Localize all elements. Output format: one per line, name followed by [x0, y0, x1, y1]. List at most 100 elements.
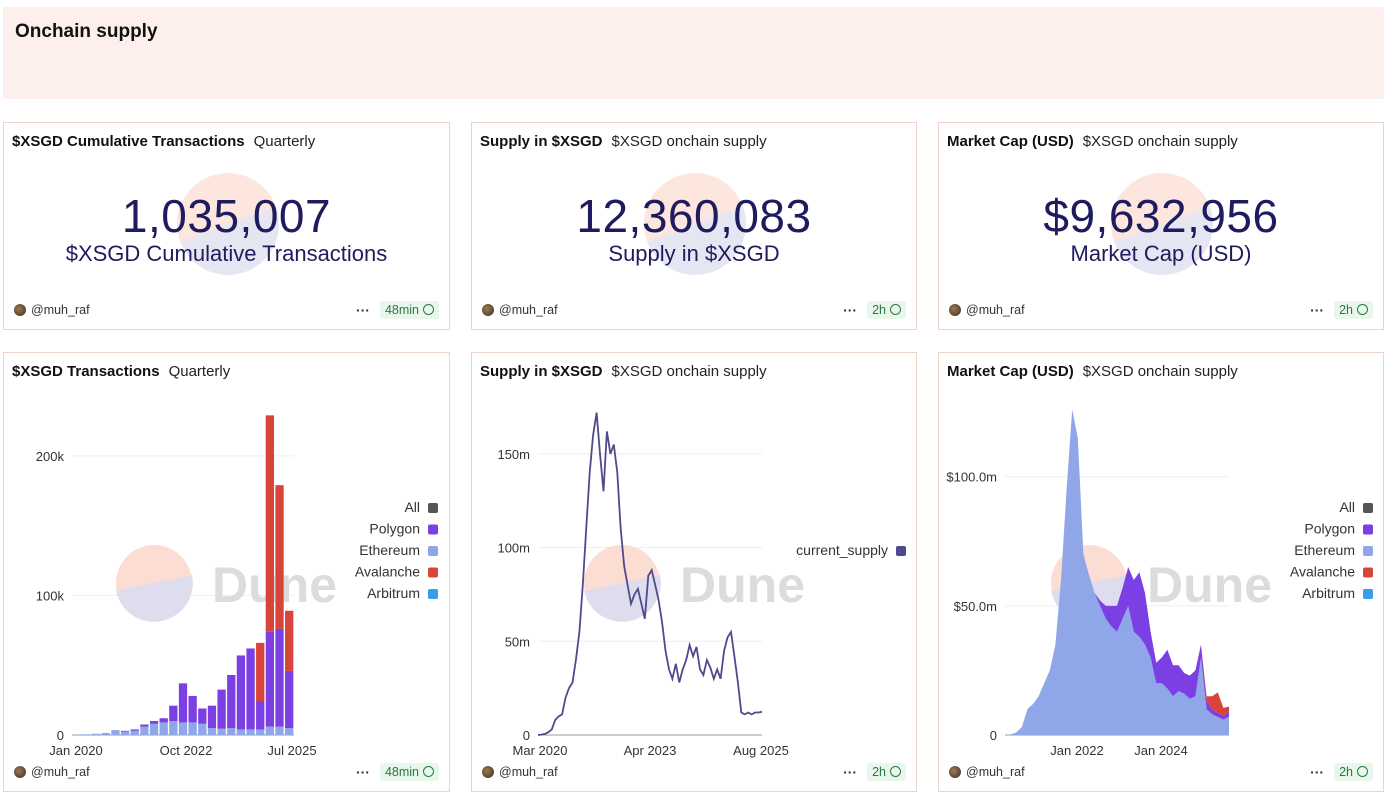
bar-polygon: [207, 705, 217, 729]
legend-swatch-arbitrum: [428, 589, 438, 599]
card-title[interactable]: Supply in $XSGD: [480, 133, 603, 150]
counter-card-market-cap[interactable]: Market Cap (USD) $XSGD onchain supply $9,…: [938, 122, 1384, 330]
card-subtitle: $XSGD onchain supply: [1082, 363, 1238, 380]
bar-ethereum: [149, 723, 159, 735]
check-circle-icon: [423, 766, 434, 777]
author-link[interactable]: @muh_raf: [14, 765, 90, 779]
chart-card-market-cap[interactable]: 0 $50.0m $100.0m Dune Jan 2022 Jan 2024 All Pol…: [938, 352, 1384, 792]
card-title[interactable]: Market Cap (USD): [947, 133, 1074, 150]
author-name: @muh_raf: [966, 765, 1025, 779]
card-header: $XSGD Cumulative Transactions Quarterly: [12, 133, 315, 150]
avatar: [14, 304, 26, 316]
supply-line-chart: 0 50m 100m 150m Dune Mar 2020 Apr 2023 Aug 2025…: [497, 412, 906, 758]
counter-value: 1,035,007: [121, 190, 332, 242]
card-subtitle: Quarterly: [253, 133, 316, 150]
author-name: @muh_raf: [499, 765, 558, 779]
legend-swatch-ethereum: [428, 546, 438, 556]
check-circle-icon: [890, 304, 901, 315]
freshness-badge[interactable]: 48min: [379, 763, 439, 781]
avatar: [482, 304, 494, 316]
bar-ethereum: [111, 730, 120, 735]
author-link[interactable]: @muh_raf: [949, 303, 1025, 317]
author-link[interactable]: @muh_raf: [14, 303, 90, 317]
legend-label-all: All: [404, 499, 420, 515]
avatar: [949, 304, 961, 316]
legend-label-ethereum: Ethereum: [1294, 542, 1355, 558]
freshness-text: 48min: [384, 303, 419, 317]
freshness-badge[interactable]: 2h: [1334, 763, 1373, 781]
counter-label: $XSGD Cumulative Transactions: [65, 241, 388, 266]
avatar: [14, 766, 26, 778]
bar-polygon: [198, 708, 207, 724]
more-options-icon[interactable]: ···: [355, 302, 370, 318]
series-line-current-supply: [537, 412, 763, 736]
chart-card-supply[interactable]: 0 50m 100m 150m Dune Mar 2020 Apr 2023 Aug 2025…: [471, 352, 917, 792]
dune-logo-orb-icon: [176, 173, 279, 275]
more-options-icon[interactable]: ···: [1310, 302, 1325, 318]
bar-ethereum: [169, 721, 178, 735]
author-link[interactable]: @muh_raf: [949, 765, 1025, 779]
counter-card-supply[interactable]: Supply in $XSGD $XSGD onchain supply 12,3…: [471, 122, 917, 330]
card-header: $XSGD Transactions Quarterly: [12, 363, 230, 380]
watermark-orb-shade: [584, 575, 661, 622]
dune-logo-orb-icon: [644, 173, 746, 275]
x-tick-label: Apr 2023: [624, 743, 677, 758]
bar-ethereum: [159, 722, 168, 735]
freshness-text: 2h: [1339, 765, 1353, 779]
bar-avalanche: [256, 642, 265, 702]
dune-watermark: Dune: [116, 545, 337, 622]
author-name: @muh_raf: [31, 765, 90, 779]
card-header: Supply in $XSGD $XSGD onchain supply: [480, 363, 767, 380]
bar-ethereum: [120, 731, 130, 735]
freshness-badge[interactable]: 2h: [1334, 301, 1373, 319]
page-title: Onchain supply: [15, 21, 158, 42]
more-options-icon[interactable]: ···: [843, 764, 858, 780]
transactions-bar-chart: 0 100k 200k Dune Jan 2020 Oct 2022 Jul 2025 All…: [36, 415, 438, 758]
bar-avalanche: [275, 485, 284, 629]
card-title[interactable]: Supply in $XSGD: [480, 363, 603, 380]
freshness-badge[interactable]: 2h: [867, 763, 906, 781]
chart-card-transactions[interactable]: 0 100k 200k Dune Jan 2020 Oct 2022 Jul 2025 All…: [3, 352, 450, 792]
legend-label-polygon: Polygon: [369, 521, 420, 537]
legend-swatch-current-supply: [896, 546, 906, 556]
market-cap-area-chart: 0 $50.0m $100.0m Dune Jan 2022 Jan 2024 All Pol…: [946, 409, 1373, 758]
card-title[interactable]: $XSGD Transactions: [12, 363, 160, 380]
bar-ethereum: [236, 729, 246, 735]
bar-ethereum: [198, 723, 207, 735]
x-tick-label: Jan 2024: [1134, 743, 1188, 758]
legend-label-polygon: Polygon: [1304, 521, 1355, 537]
counter-card-cumulative-transactions[interactable]: $XSGD Cumulative Transactions Quarterly 1…: [3, 122, 450, 330]
bar-avalanche: [265, 415, 275, 632]
bar-polygon: [227, 674, 236, 729]
bar-ethereum: [217, 728, 226, 735]
author-name: @muh_raf: [966, 303, 1025, 317]
legend-swatch-all: [1363, 503, 1373, 513]
bar-ethereum: [285, 728, 294, 735]
y-tick-label: 50m: [505, 634, 530, 649]
bar-avalanche: [285, 610, 294, 671]
legend-label-avalanche: Avalanche: [1290, 564, 1355, 580]
bar-polygon: [188, 695, 197, 723]
y-tick-label: $100.0m: [946, 470, 997, 485]
y-tick-label: 100m: [497, 541, 530, 556]
more-options-icon[interactable]: ···: [1310, 764, 1325, 780]
bar-ethereum: [130, 730, 139, 735]
freshness-badge[interactable]: 48min: [379, 301, 439, 319]
x-tick-label: Jan 2020: [49, 743, 103, 758]
author-link[interactable]: @muh_raf: [482, 303, 558, 317]
card-title[interactable]: $XSGD Cumulative Transactions: [12, 133, 245, 150]
card-footer: @muh_raf ··· 2h: [949, 763, 1373, 783]
card-title[interactable]: Market Cap (USD): [947, 363, 1074, 380]
freshness-badge[interactable]: 2h: [867, 301, 906, 319]
bar-ethereum: [188, 722, 197, 735]
dune-watermark: Dune: [584, 545, 805, 622]
bar-polygon: [120, 730, 130, 732]
counter-label: Supply in $XSGD: [608, 241, 780, 266]
author-link[interactable]: @muh_raf: [482, 765, 558, 779]
more-options-icon[interactable]: ···: [355, 764, 370, 780]
card-footer: @muh_raf ··· 48min: [14, 301, 439, 321]
y-tick-label: 0: [523, 728, 530, 743]
card-footer: @muh_raf ··· 2h: [949, 301, 1373, 321]
more-options-icon[interactable]: ···: [843, 302, 858, 318]
x-tick-label: Aug 2025: [733, 743, 789, 758]
